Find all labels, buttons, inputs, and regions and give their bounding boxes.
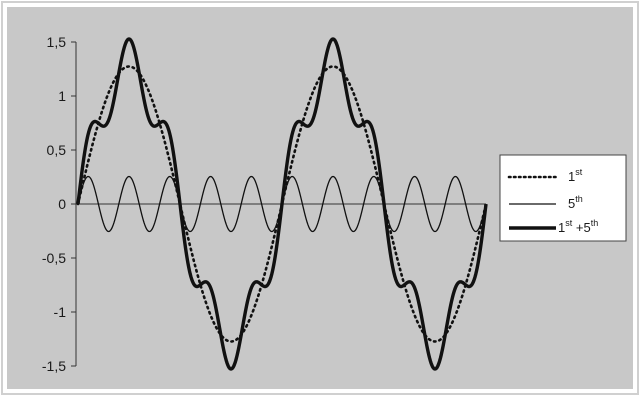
- y-tick-label: 1,5: [47, 34, 67, 50]
- y-tick-label: -0,5: [42, 250, 66, 266]
- legend-label-fifth: 5th: [568, 194, 583, 211]
- y-tick-label: 1: [58, 88, 66, 104]
- y-tick-label: 0: [58, 196, 66, 212]
- legend: 1st 5th 1st +5th: [499, 154, 627, 242]
- series-layer: [76, 37, 488, 371]
- legend-label-sum: 1st +5th: [558, 218, 598, 235]
- legend-label-fundamental: 1st: [568, 167, 583, 184]
- y-tick-label: -1: [54, 304, 67, 320]
- series-line-sum: [76, 37, 488, 371]
- y-tick-label: -1,5: [42, 358, 66, 374]
- y-tick-label: 0,5: [47, 142, 67, 158]
